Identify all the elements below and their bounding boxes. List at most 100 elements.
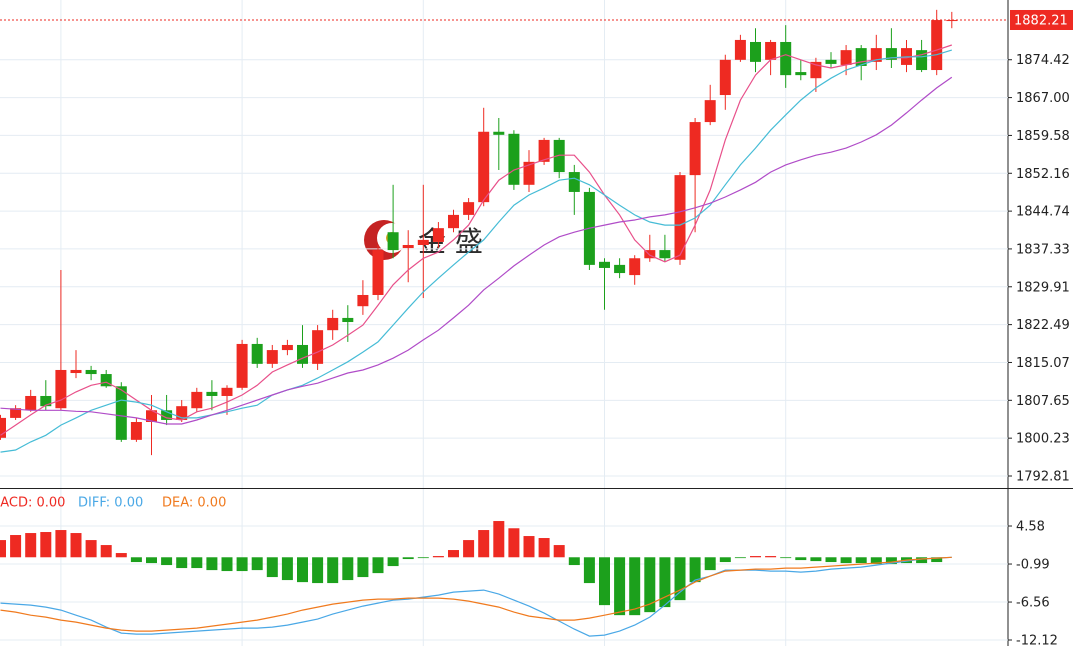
macd-bar — [734, 557, 746, 559]
candle-body — [538, 139, 550, 162]
candle-body — [523, 161, 535, 185]
candle-body — [870, 48, 882, 62]
candle-body — [674, 175, 686, 260]
macd-bar — [236, 557, 248, 572]
candle-body — [765, 41, 777, 60]
candle-body — [553, 139, 565, 173]
macd-bar — [765, 556, 777, 558]
candle-body — [297, 344, 308, 364]
candle-body — [916, 50, 928, 71]
candle-body — [251, 343, 263, 364]
macd-bar — [312, 557, 324, 584]
macd-bar — [372, 557, 384, 574]
indicator-line — [0, 556, 952, 632]
macd-bar — [825, 557, 837, 563]
y-tick-label: 1807.65 — [1016, 394, 1070, 409]
macd-bar — [719, 557, 731, 563]
macd-bar — [493, 521, 505, 558]
macd-bar — [70, 533, 82, 558]
macd-bar — [448, 550, 459, 558]
y-tick-label: 1815.07 — [1016, 356, 1070, 371]
candle-body — [855, 48, 867, 66]
candle-body — [221, 387, 233, 396]
macd-bar — [629, 557, 641, 616]
macd-bar — [357, 557, 369, 578]
y-tick-label: 1822.49 — [1016, 318, 1070, 333]
macd-bar — [599, 557, 610, 606]
macd-bar — [146, 557, 157, 564]
candle-body — [734, 39, 746, 60]
macd-bar — [870, 557, 882, 565]
macd-bar — [689, 557, 701, 583]
macd-bar — [478, 530, 490, 558]
macd-bar — [0, 540, 6, 558]
macd-bar — [931, 557, 943, 563]
macd-bar — [885, 557, 897, 565]
macd-bar — [674, 557, 686, 601]
candle-body — [85, 369, 97, 375]
legend-label: DIFF: 0.00 — [78, 496, 143, 511]
moving-average-line — [0, 76, 953, 425]
candle-body — [629, 258, 641, 276]
moving-average-line — [0, 44, 952, 436]
macd-bar — [538, 538, 550, 558]
candle-body — [840, 50, 852, 65]
macd-bar — [221, 557, 233, 572]
macd-bar — [100, 545, 112, 558]
macd-bar — [810, 557, 822, 562]
plot-area — [0, 521, 952, 637]
macd-bar — [85, 540, 97, 558]
y-tick-label: -12.12 — [1016, 633, 1058, 646]
macd-bar — [191, 557, 203, 569]
candle-body — [946, 20, 958, 22]
candle-body — [402, 244, 414, 249]
y-tick-label: 1859.58 — [1016, 129, 1070, 144]
legend-label: MACD: 0.00 — [0, 496, 65, 511]
macd-bar — [795, 557, 807, 561]
candle-body — [357, 294, 369, 307]
candle-body — [342, 317, 354, 323]
plot-area — [0, 9, 958, 456]
candle-body — [161, 410, 173, 420]
macd-bar — [583, 557, 595, 584]
candle-body — [417, 239, 429, 245]
y-tick-label: 1867.00 — [1016, 91, 1070, 106]
candle-body — [478, 131, 490, 203]
y-tick-label: 1829.91 — [1016, 280, 1070, 295]
macd-bar — [553, 545, 565, 558]
candle-body — [780, 41, 792, 76]
candle-body — [885, 48, 897, 60]
macd-bar — [281, 557, 293, 581]
y-tick-label: 4.58 — [1016, 520, 1045, 535]
candle-body — [599, 261, 610, 268]
y-tick-label: 1792.81 — [1016, 470, 1070, 485]
macd-bar — [508, 528, 520, 558]
candle-body — [704, 100, 716, 123]
y-tick-label: -0.99 — [1016, 558, 1050, 573]
macd-bar — [750, 556, 761, 558]
macd-bar — [342, 557, 354, 581]
candle-body — [448, 214, 459, 229]
macd-bar — [25, 533, 37, 558]
candle-body — [493, 131, 505, 135]
macd-bar — [10, 535, 22, 558]
y-tick-label: 1837.33 — [1016, 242, 1070, 257]
macd-bar — [780, 557, 792, 559]
indicator-line — [0, 556, 952, 637]
candle-body — [176, 406, 188, 420]
candle-body — [191, 391, 203, 409]
y-tick-label: 1852.16 — [1016, 167, 1070, 182]
candle-body — [387, 232, 399, 251]
macd-bar — [644, 557, 656, 613]
candle-body — [719, 59, 731, 96]
candle-body — [130, 421, 142, 440]
macd-bar — [417, 557, 429, 559]
candle-body — [70, 369, 82, 374]
macd-bar — [206, 557, 218, 571]
macd-bar — [840, 557, 852, 564]
macd-bar — [855, 557, 867, 564]
candle-body — [689, 122, 701, 176]
macd-bar — [327, 557, 339, 584]
